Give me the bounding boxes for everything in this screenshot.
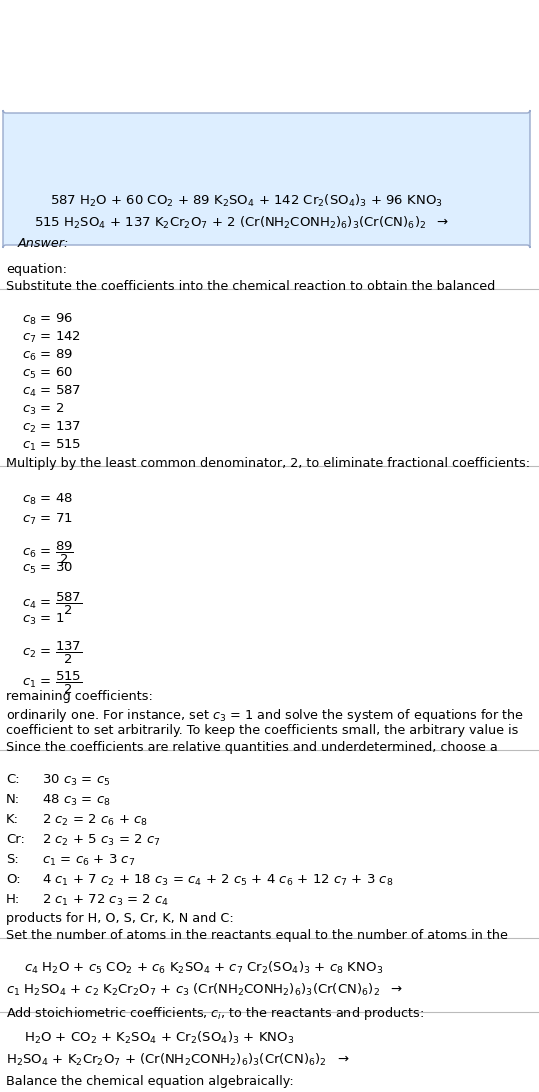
Text: coefficient to set arbitrarily. To keep the coefficients small, the arbitrary va: coefficient to set arbitrarily. To keep … xyxy=(6,724,519,737)
Text: 2 $c_1$ + 72 $c_3$ = 2 $c_4$: 2 $c_1$ + 72 $c_3$ = 2 $c_4$ xyxy=(42,893,169,909)
Text: $c_7$ = 71: $c_7$ = 71 xyxy=(22,512,73,527)
Text: $c_4$ = $\dfrac{587}{2}$: $c_4$ = $\dfrac{587}{2}$ xyxy=(22,591,82,617)
Text: $c_1$ = $\dfrac{515}{2}$: $c_1$ = $\dfrac{515}{2}$ xyxy=(22,670,82,696)
Text: $c_1$ = $c_6$ + 3 $c_7$: $c_1$ = $c_6$ + 3 $c_7$ xyxy=(42,853,135,868)
Text: $c_8$ = 48: $c_8$ = 48 xyxy=(22,492,73,507)
Text: $c_3$ = 2: $c_3$ = 2 xyxy=(22,402,64,417)
Text: remaining coefficients:: remaining coefficients: xyxy=(6,690,153,703)
Text: 587 H$_2$O + 60 CO$_2$ + 89 K$_2$SO$_4$ + 142 Cr$_2$(SO$_4$)$_3$ + 96 KNO$_3$: 587 H$_2$O + 60 CO$_2$ + 89 K$_2$SO$_4$ … xyxy=(50,193,443,209)
Text: $c_5$ = 30: $c_5$ = 30 xyxy=(22,561,73,577)
Text: Answer:: Answer: xyxy=(18,237,69,250)
Text: 2 $c_2$ = 2 $c_6$ + $c_8$: 2 $c_2$ = 2 $c_6$ + $c_8$ xyxy=(42,814,148,828)
Text: S:: S: xyxy=(6,853,19,866)
Text: O:: O: xyxy=(6,873,20,886)
Text: ordinarily one. For instance, set $c_3$ = 1 and solve the system of equations fo: ordinarily one. For instance, set $c_3$ … xyxy=(6,707,524,724)
Text: Since the coefficients are relative quantities and underdetermined, choose a: Since the coefficients are relative quan… xyxy=(6,741,497,753)
Text: $c_6$ = $\dfrac{89}{2}$: $c_6$ = $\dfrac{89}{2}$ xyxy=(22,541,74,566)
Text: $c_1$ = 515: $c_1$ = 515 xyxy=(22,438,81,453)
Text: products for H, O, S, Cr, K, N and C:: products for H, O, S, Cr, K, N and C: xyxy=(6,912,234,925)
Text: $c_2$ = $\dfrac{137}{2}$: $c_2$ = $\dfrac{137}{2}$ xyxy=(22,640,82,666)
Text: $c_2$ = 137: $c_2$ = 137 xyxy=(22,420,81,435)
Text: 30 $c_3$ = $c_5$: 30 $c_3$ = $c_5$ xyxy=(42,773,110,788)
Text: K:: K: xyxy=(6,814,19,826)
Text: H$_2$O + CO$_2$ + K$_2$SO$_4$ + Cr$_2$(SO$_4$)$_3$ + KNO$_3$: H$_2$O + CO$_2$ + K$_2$SO$_4$ + Cr$_2$(S… xyxy=(24,1030,294,1046)
Text: Set the number of atoms in the reactants equal to the number of atoms in the: Set the number of atoms in the reactants… xyxy=(6,929,508,942)
Text: equation:: equation: xyxy=(6,263,67,276)
Text: 48 $c_3$ = $c_8$: 48 $c_3$ = $c_8$ xyxy=(42,793,110,808)
Text: $c_1$ H$_2$SO$_4$ + $c_2$ K$_2$Cr$_2$O$_7$ + $c_3$ (Cr(NH$_2$CONH$_2$)$_6$)$_3$(: $c_1$ H$_2$SO$_4$ + $c_2$ K$_2$Cr$_2$O$_… xyxy=(6,982,403,998)
Text: $c_3$ = 1: $c_3$ = 1 xyxy=(22,612,64,627)
Text: C:: C: xyxy=(6,773,19,786)
Text: Multiply by the least common denominator, 2, to eliminate fractional coefficient: Multiply by the least common denominator… xyxy=(6,456,530,470)
Text: $c_7$ = 142: $c_7$ = 142 xyxy=(22,330,81,345)
Text: 4 $c_1$ + 7 $c_2$ + 18 $c_3$ = $c_4$ + 2 $c_5$ + 4 $c_6$ + 12 $c_7$ + 3 $c_8$: 4 $c_1$ + 7 $c_2$ + 18 $c_3$ = $c_4$ + 2… xyxy=(42,873,393,888)
Text: $c_8$ = 96: $c_8$ = 96 xyxy=(22,312,73,328)
Text: Cr:: Cr: xyxy=(6,833,25,846)
Text: 515 H$_2$SO$_4$ + 137 K$_2$Cr$_2$O$_7$ + 2 (Cr(NH$_2$CONH$_2$)$_6$)$_3$(Cr(CN)$_: 515 H$_2$SO$_4$ + 137 K$_2$Cr$_2$O$_7$ +… xyxy=(34,215,449,232)
Text: $c_4$ H$_2$O + $c_5$ CO$_2$ + $c_6$ K$_2$SO$_4$ + $c_7$ Cr$_2$(SO$_4$)$_3$ + $c_: $c_4$ H$_2$O + $c_5$ CO$_2$ + $c_6$ K$_2… xyxy=(24,960,383,976)
Text: Balance the chemical equation algebraically:: Balance the chemical equation algebraica… xyxy=(6,1075,294,1088)
Text: Substitute the coefficients into the chemical reaction to obtain the balanced: Substitute the coefficients into the che… xyxy=(6,280,495,293)
Text: H$_2$SO$_4$ + K$_2$Cr$_2$O$_7$ + (Cr(NH$_2$CONH$_2$)$_6$)$_3$(Cr(CN)$_6$)$_2$  $: H$_2$SO$_4$ + K$_2$Cr$_2$O$_7$ + (Cr(NH$… xyxy=(6,1052,350,1068)
Text: $c_6$ = 89: $c_6$ = 89 xyxy=(22,348,73,364)
Text: $c_5$ = 60: $c_5$ = 60 xyxy=(22,366,73,381)
Text: 2 $c_2$ + 5 $c_3$ = 2 $c_7$: 2 $c_2$ + 5 $c_3$ = 2 $c_7$ xyxy=(42,833,161,848)
Text: H:: H: xyxy=(6,893,20,906)
FancyBboxPatch shape xyxy=(3,110,530,248)
Text: $c_4$ = 587: $c_4$ = 587 xyxy=(22,384,81,399)
Text: N:: N: xyxy=(6,793,20,806)
Text: Add stoichiometric coefficients, $c_i$, to the reactants and products:: Add stoichiometric coefficients, $c_i$, … xyxy=(6,1005,424,1022)
